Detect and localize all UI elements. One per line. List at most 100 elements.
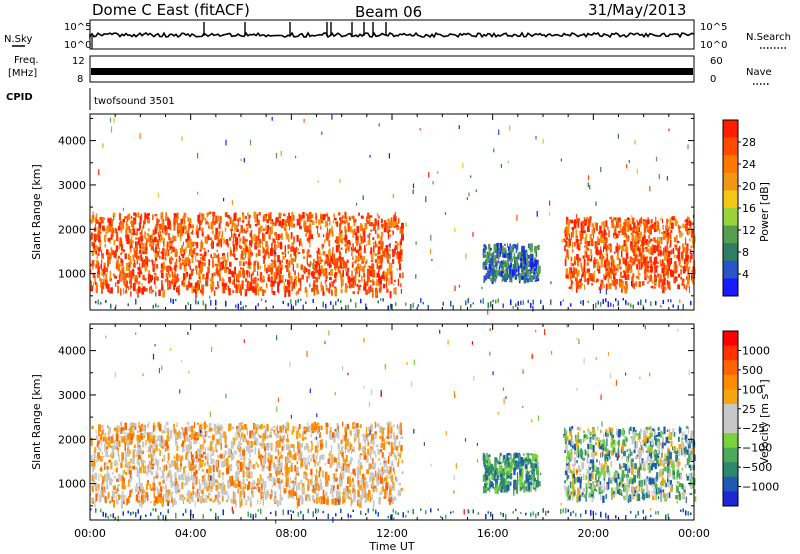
scatter-cell xyxy=(285,459,288,467)
scatter-cell xyxy=(300,284,302,291)
scatter-cell xyxy=(312,495,315,501)
scatter-cell xyxy=(375,282,379,285)
scatter-cell xyxy=(360,223,362,227)
scatter-cell xyxy=(270,427,273,431)
scatter-cell xyxy=(354,423,356,428)
scatter-cell xyxy=(111,472,114,475)
scatter-cell xyxy=(605,258,608,262)
ground-scatter-cell xyxy=(582,300,584,306)
scatter-cell xyxy=(342,421,344,427)
scatter-cell xyxy=(210,277,213,280)
scatter-cell xyxy=(596,223,598,231)
scatter-cell xyxy=(161,255,164,260)
scatter-cell xyxy=(482,250,485,259)
scatter-cell xyxy=(621,275,624,279)
y-tick-label: 3000 xyxy=(58,179,86,192)
scatter-cell xyxy=(208,211,212,215)
scatter-cell xyxy=(221,460,224,468)
scatter-cell xyxy=(371,263,375,271)
scatter-cell xyxy=(142,243,144,247)
scatter-cell xyxy=(313,430,316,433)
scatter-cell xyxy=(340,466,343,472)
scatter-cell xyxy=(335,278,337,282)
scatter-cell xyxy=(263,233,266,241)
scatter-cell xyxy=(318,275,321,280)
scatter-cell xyxy=(401,459,403,464)
ground-scatter-cell xyxy=(480,299,482,304)
scatter-cell xyxy=(142,246,146,252)
scatter-cell xyxy=(398,251,401,260)
scatter-cell xyxy=(307,485,309,491)
ground-scatter-cell xyxy=(105,300,107,303)
scatter-cell xyxy=(264,452,267,458)
noise-cell xyxy=(425,196,427,203)
scatter-cell xyxy=(646,225,649,233)
scatter-cell xyxy=(100,433,103,442)
scatter-cell xyxy=(271,259,273,262)
scatter-cell xyxy=(290,246,293,251)
scatter-cell xyxy=(210,254,212,258)
scatter-cell xyxy=(333,456,336,463)
scatter-cell xyxy=(200,256,202,260)
ground-scatter-cell xyxy=(387,305,389,310)
scatter-cell xyxy=(271,489,273,498)
scatter-cell xyxy=(126,219,128,222)
noise-cell xyxy=(110,126,113,133)
nsky-label: N.Sky xyxy=(4,34,32,45)
scatter-cell xyxy=(242,470,245,478)
scatter-cell xyxy=(574,256,576,261)
ground-scatter-cell xyxy=(587,300,589,303)
scatter-cell xyxy=(240,289,242,296)
scatter-cell xyxy=(145,259,149,267)
scatter-cell xyxy=(316,486,319,492)
scatter-cell xyxy=(341,260,343,266)
ground-scatter-cell xyxy=(550,299,552,305)
scatter-cell xyxy=(149,287,151,294)
scatter-cell xyxy=(188,477,191,482)
scatter-cell xyxy=(531,261,534,269)
scatter-cell xyxy=(325,480,329,484)
noise-cell xyxy=(243,158,245,163)
scatter-cell xyxy=(191,469,193,474)
scatter-cell xyxy=(239,490,242,497)
scatter-cell xyxy=(129,285,133,288)
scatter-cell xyxy=(141,259,144,268)
scatter-cell xyxy=(153,280,156,285)
scatter-cell xyxy=(525,266,528,271)
scatter-cell xyxy=(263,425,265,428)
scatter-cell xyxy=(306,214,310,222)
scatter-cell xyxy=(224,450,227,456)
scatter-cell xyxy=(138,436,140,444)
scatter-cell xyxy=(260,443,262,446)
scatter-cell xyxy=(128,262,131,268)
scatter-cell xyxy=(637,276,640,280)
noise-cell xyxy=(516,214,518,221)
scatter-cell xyxy=(291,213,293,221)
scatter-cell xyxy=(646,273,648,278)
scatter-cell xyxy=(273,272,276,280)
scatter-cell xyxy=(503,253,506,258)
scatter-cell xyxy=(238,469,240,475)
scatter-cell xyxy=(571,280,574,285)
scatter-cell xyxy=(335,264,337,272)
scatter-cell xyxy=(344,458,347,466)
scatter-cell xyxy=(270,458,273,463)
scatter-cell xyxy=(260,458,263,466)
scatter-cell xyxy=(120,258,123,264)
scatter-cell xyxy=(615,233,619,239)
scatter-cell xyxy=(644,222,648,228)
scatter-cell xyxy=(181,455,184,460)
scatter-cell xyxy=(329,228,331,236)
noise-cell xyxy=(392,194,394,199)
scatter-cell xyxy=(267,459,269,463)
scatter-cell xyxy=(202,256,205,262)
scatter-cell xyxy=(381,427,385,436)
scatter-cell xyxy=(296,461,299,465)
scatter-cell xyxy=(653,264,656,272)
scatter-cell xyxy=(614,236,617,239)
scatter-cell xyxy=(183,212,187,218)
noise-cell xyxy=(205,281,207,287)
scatter-cell xyxy=(661,231,664,234)
scatter-cell xyxy=(156,219,159,226)
scatter-cell xyxy=(636,219,638,222)
